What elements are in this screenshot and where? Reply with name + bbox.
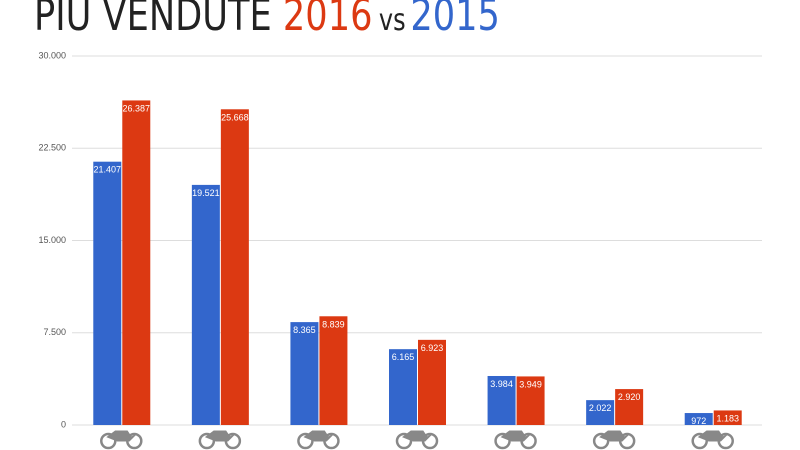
- bar: [684, 413, 713, 425]
- value-label: 21.407: [94, 165, 122, 175]
- y-tick-label: 0: [61, 419, 66, 429]
- value-label: 972: [691, 416, 706, 426]
- bar: [615, 389, 644, 425]
- bar: [713, 410, 742, 425]
- value-label: 3.984: [490, 379, 513, 389]
- value-label: 6.165: [392, 352, 415, 362]
- bar: [290, 322, 319, 425]
- y-tick-label: 30.000: [38, 50, 66, 60]
- value-label: 1.183: [716, 413, 739, 423]
- y-tick-label: 15.000: [38, 235, 66, 245]
- value-label: 2.920: [618, 392, 641, 402]
- value-label: 8.365: [293, 325, 316, 335]
- bar: [220, 109, 249, 425]
- value-label: 25.668: [221, 112, 249, 122]
- category-icon: [691, 430, 734, 450]
- bar: [418, 339, 446, 425]
- title-year: 2016: [283, 0, 373, 41]
- bar: [586, 400, 615, 425]
- category-icon: [100, 430, 143, 450]
- value-label: 2.022: [589, 403, 612, 413]
- bar: [389, 349, 417, 425]
- y-tick-label: 22.500: [38, 143, 66, 153]
- value-label: 6.923: [421, 343, 444, 353]
- category-icon: [198, 430, 242, 450]
- value-label: 19.521: [192, 188, 220, 198]
- title-year: 2015: [410, 0, 500, 41]
- category-icon: [297, 430, 340, 450]
- category-icon: [395, 430, 439, 450]
- category-icon: [494, 430, 537, 450]
- bar: [122, 100, 151, 425]
- category-icon: [592, 430, 636, 450]
- value-label: 26.387: [123, 103, 151, 113]
- bar: [191, 184, 220, 425]
- bar: [319, 316, 348, 425]
- title-text: PIÙ VENDUTE: [34, 0, 272, 41]
- y-tick-label: 7.500: [43, 327, 66, 337]
- title-joiner: vs: [379, 3, 406, 37]
- bar: [516, 376, 545, 425]
- bar: [93, 161, 122, 425]
- value-label: 3.949: [519, 379, 542, 389]
- chart-title: PIÙ VENDUTE 2016 vs 2015: [34, 0, 500, 41]
- bar: [487, 375, 516, 425]
- value-label: 8.839: [322, 319, 345, 329]
